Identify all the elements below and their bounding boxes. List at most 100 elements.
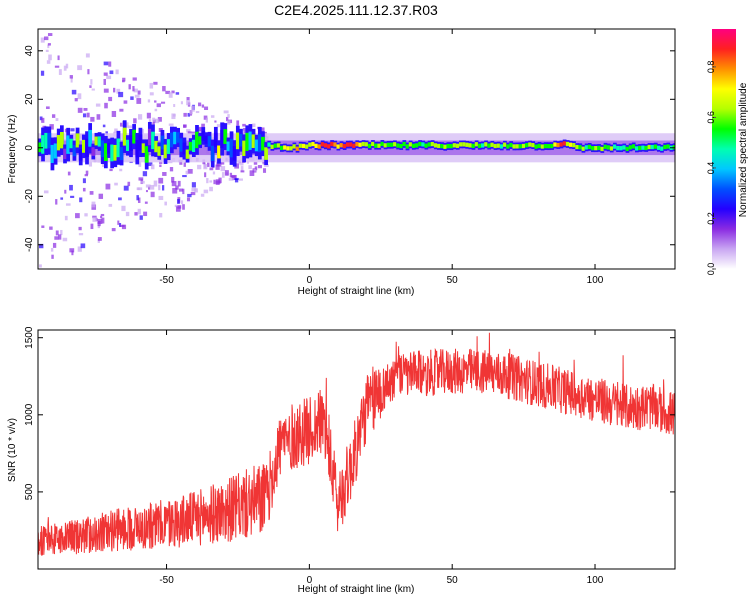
ridge-cell: [418, 141, 422, 147]
noise-speck: [45, 106, 50, 109]
noise-speck: [40, 70, 45, 76]
noise-speck: [49, 226, 53, 230]
ridge-cell: [443, 144, 448, 149]
ridge-cell: [515, 144, 520, 149]
noise-speck: [168, 123, 174, 126]
noise-speck: [69, 248, 75, 253]
ridge-cell: [336, 144, 341, 149]
ridge-cell: [606, 145, 611, 150]
ridge-cell: [477, 143, 482, 148]
noise-speck: [183, 112, 187, 117]
ridge-cell: [147, 128, 152, 146]
noise-speck: [149, 92, 154, 96]
ridge-cell: [355, 142, 360, 147]
noise-speck: [70, 77, 73, 83]
noise-speck: [257, 165, 263, 169]
noise-speck: [114, 182, 118, 186]
ridge-cell: [286, 146, 290, 151]
ridge-cell: [647, 144, 652, 150]
noise-speck: [58, 234, 62, 240]
ridge-cell: [531, 142, 536, 148]
noise-speck: [159, 212, 163, 218]
noise-speck: [172, 114, 176, 117]
noise-speck: [220, 162, 225, 165]
ridge-cell: [235, 132, 240, 150]
y-tick-label: 500: [24, 483, 35, 500]
noise-speck: [187, 169, 193, 174]
noise-speck: [220, 166, 226, 172]
noise-speck: [79, 197, 83, 203]
ridge-cell: [638, 145, 642, 151]
ridge-cell: [650, 144, 655, 150]
noise-speck: [55, 118, 59, 121]
noise-speck: [119, 108, 124, 112]
noise-speck: [209, 167, 214, 171]
noise-speck: [133, 118, 137, 124]
y-tick-label: 1000: [24, 403, 35, 426]
noise-speck: [57, 55, 60, 61]
ridge-cell: [657, 145, 661, 150]
noise-speck: [100, 215, 103, 219]
ridge-cell: [393, 142, 397, 147]
noise-speck: [240, 166, 244, 172]
ridge-cell: [248, 131, 253, 150]
noise-speck: [118, 197, 122, 201]
ridge-cell: [352, 143, 356, 148]
ridge-cell: [103, 143, 108, 161]
noise-speck: [148, 119, 152, 124]
noise-speck: [132, 77, 137, 81]
noise-speck: [87, 69, 90, 75]
noise-speck: [136, 195, 139, 201]
spectrogram-x-axis-label: Height of straight line (km): [298, 286, 415, 297]
noise-speck: [153, 81, 158, 85]
noise-speck: [161, 185, 165, 191]
noise-speck: [97, 224, 100, 229]
noise-speck: [238, 178, 243, 181]
ridge-cell: [481, 143, 485, 148]
noise-speck: [145, 184, 151, 188]
noise-speck: [95, 103, 101, 107]
ridge-cell: [207, 136, 212, 147]
ridge-cell: [223, 129, 228, 144]
noise-speck: [145, 190, 148, 193]
noise-speck: [186, 100, 191, 106]
ridge-cell: [553, 142, 558, 147]
ridge-cell: [462, 142, 466, 147]
noise-speck: [132, 86, 135, 92]
noise-speck: [80, 243, 86, 249]
snr-x-axis-label: Height of straight line (km): [298, 584, 415, 595]
colorbar: 0.0 0.2 0.4 0.6 0.8 Normalized spectral ampl…: [706, 29, 749, 275]
noise-speck: [214, 120, 217, 123]
ridge-cell: [333, 142, 338, 147]
noise-speck: [206, 178, 209, 184]
ridge-cell: [405, 144, 410, 149]
noise-speck: [123, 100, 128, 104]
ridge-cell: [163, 144, 168, 159]
noise-speck: [71, 250, 74, 256]
ridge-cell: [323, 143, 328, 148]
noise-speck: [189, 109, 193, 115]
ridge-cell: [644, 145, 649, 151]
ridge-cell: [487, 143, 492, 148]
ridge-cell: [572, 143, 576, 148]
noise-speck: [142, 171, 148, 177]
noise-speck: [102, 124, 106, 128]
y-tick-label: -20: [24, 189, 35, 204]
noise-speck: [121, 205, 126, 212]
ridge-cell: [182, 142, 187, 155]
noise-speck: [178, 188, 184, 192]
ridge-cell: [160, 135, 165, 150]
noise-speck: [105, 183, 111, 190]
colorbar-ticks: 0.0 0.2 0.4 0.6 0.8: [706, 61, 716, 275]
ridge-cell: [78, 149, 83, 161]
ridge-cell: [173, 131, 177, 145]
noise-speck: [91, 88, 95, 91]
ridge-cell: [446, 143, 451, 149]
noise-speck: [109, 168, 113, 172]
ridge-cell: [97, 136, 102, 147]
noise-speck: [82, 178, 86, 184]
noise-speck: [123, 185, 129, 191]
ridge-cell: [609, 146, 614, 151]
ridge-cell: [653, 144, 658, 149]
